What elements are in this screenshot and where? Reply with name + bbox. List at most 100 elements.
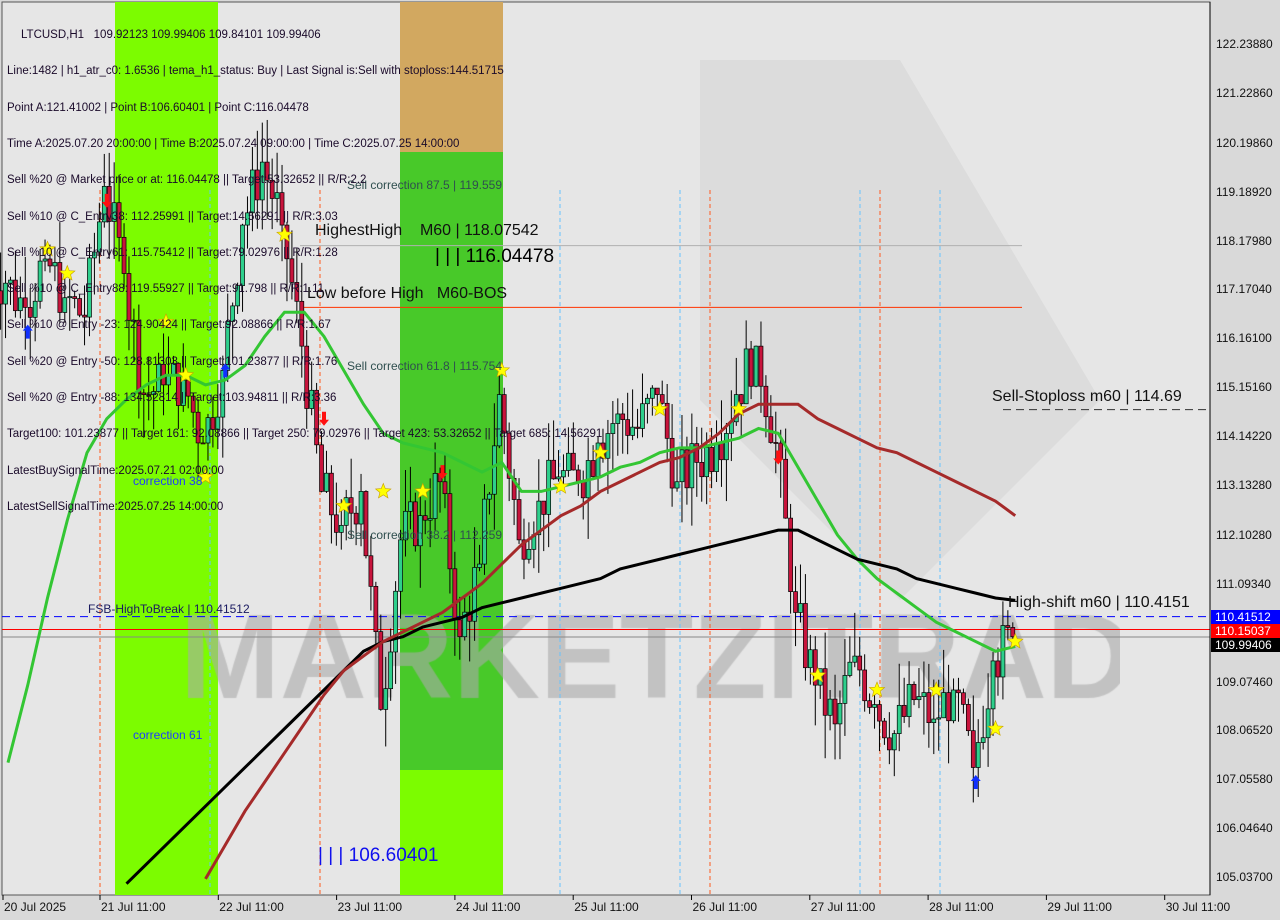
candle xyxy=(37,248,43,309)
candle-body xyxy=(141,392,147,395)
info-line: LatestBuySignalTime:2025.07.21 02:00:00 xyxy=(7,464,224,477)
time-label: 30 Jul 11:00 xyxy=(1165,900,1231,914)
candle xyxy=(970,695,976,803)
candle-body xyxy=(694,443,700,463)
candle xyxy=(674,448,680,492)
point-c-label: | | | 116.04478 xyxy=(435,246,555,267)
time-label: 26 Jul 11:00 xyxy=(692,900,758,914)
candle-body xyxy=(625,419,631,436)
candle-body xyxy=(679,449,685,483)
candle-body xyxy=(590,460,596,477)
candle-body xyxy=(985,708,991,739)
candle xyxy=(472,527,477,641)
candle xyxy=(526,522,532,564)
sell-arrow-icon xyxy=(319,411,329,426)
candle xyxy=(240,223,245,312)
candle-body xyxy=(921,692,927,697)
candle xyxy=(847,636,853,678)
candle xyxy=(353,506,359,546)
candle xyxy=(42,239,48,272)
candle xyxy=(62,277,68,323)
candle xyxy=(975,719,981,797)
star-signal-icon xyxy=(39,240,56,257)
candle xyxy=(72,290,78,309)
star-signal-icon xyxy=(177,366,195,383)
candle xyxy=(378,614,384,711)
candle xyxy=(501,387,507,455)
time-label: 29 Jul 11:00 xyxy=(1047,900,1112,914)
candle xyxy=(141,389,147,438)
star-signal-icon xyxy=(493,361,511,378)
time-label: 23 Jul 11:00 xyxy=(337,900,403,914)
candle-body xyxy=(803,603,808,669)
candle xyxy=(427,478,433,548)
candle-body xyxy=(319,444,324,492)
info-line: Sell %20 @ Entry -88: 134.52814 || Targe… xyxy=(7,392,337,404)
candle xyxy=(131,308,137,363)
candle-body xyxy=(970,730,976,768)
candle xyxy=(906,661,912,728)
candle xyxy=(857,636,863,687)
candle xyxy=(615,398,621,456)
candle xyxy=(408,466,413,530)
candle-body xyxy=(714,442,719,472)
candle-body xyxy=(822,668,828,716)
candle-body xyxy=(403,510,408,541)
star-signal-icon xyxy=(157,313,175,330)
candle-body xyxy=(334,514,339,533)
star-signal-icon xyxy=(374,482,392,499)
candle-body xyxy=(891,733,897,751)
candle-body xyxy=(704,447,710,478)
candle-body xyxy=(990,660,996,710)
candle-body xyxy=(250,169,255,214)
candle-body xyxy=(877,704,882,722)
candle-body xyxy=(506,432,512,479)
candle xyxy=(659,380,665,405)
candle xyxy=(891,730,897,777)
candle xyxy=(126,256,132,351)
candle-body xyxy=(77,298,82,316)
candle-body xyxy=(640,403,645,429)
info-line: Sell %10 @ C_Entry61: 115.75412 || Targe… xyxy=(7,246,338,259)
price-tick: 111.09340 xyxy=(1216,576,1271,591)
info-line: Sell %10 @ C_Entry38: 112.25991 || Targe… xyxy=(7,210,338,223)
candle-body xyxy=(516,499,522,541)
candle-body xyxy=(664,402,670,439)
candle xyxy=(279,164,285,262)
candle xyxy=(22,256,28,350)
candle-body xyxy=(210,417,216,430)
candle-body xyxy=(872,704,877,708)
candle-body xyxy=(738,394,744,405)
candle xyxy=(462,595,468,641)
candle-body xyxy=(378,631,384,710)
candle-body xyxy=(753,345,759,387)
info-line: Target100: 101.23877 || Target 161: 92.0… xyxy=(7,428,603,441)
candle-body xyxy=(886,737,892,751)
candle-body xyxy=(956,689,961,694)
candle xyxy=(748,340,754,400)
candle-body xyxy=(27,307,33,318)
candle xyxy=(299,262,305,378)
candle xyxy=(259,122,265,230)
price-marker: 109.99406 xyxy=(1211,637,1280,652)
candle-body xyxy=(684,449,690,489)
candle xyxy=(886,712,892,765)
candle xyxy=(862,654,868,712)
candle-body xyxy=(432,473,438,519)
candle-body xyxy=(768,416,774,443)
candle-body xyxy=(393,590,398,653)
candle xyxy=(556,450,561,482)
candle xyxy=(487,491,492,515)
star-signal-icon xyxy=(987,719,1004,736)
candle-body xyxy=(57,262,63,313)
candle xyxy=(916,668,922,709)
candle xyxy=(566,427,571,477)
time-label: 20 Jul 2025 xyxy=(4,900,67,914)
price-marker: 110.41512 xyxy=(1211,609,1280,624)
correction-38-label: correction 38 xyxy=(133,474,203,488)
candle-body xyxy=(37,260,43,302)
candle-body xyxy=(936,717,942,720)
candle xyxy=(842,639,848,736)
candle xyxy=(620,402,626,454)
